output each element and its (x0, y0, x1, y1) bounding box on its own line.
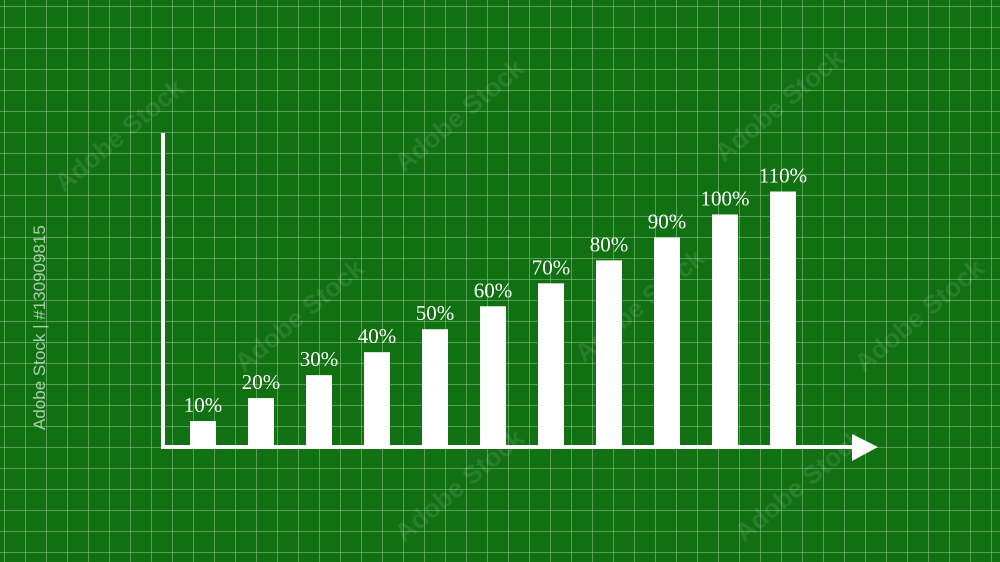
bar-8 (596, 260, 622, 446)
data-label: 10% (184, 393, 223, 417)
bar-3 (306, 375, 332, 446)
data-label: 40% (358, 324, 397, 348)
data-label: 30% (300, 347, 339, 371)
bar-2 (248, 398, 274, 446)
bar-10 (712, 214, 738, 446)
bar-9 (654, 237, 680, 446)
data-label: 110% (759, 164, 807, 188)
data-label: 100% (701, 186, 750, 210)
bar-5 (422, 329, 448, 446)
bar-4 (364, 352, 390, 446)
data-label: 70% (532, 255, 571, 279)
bar-1 (190, 421, 216, 446)
bar-7 (538, 283, 564, 446)
bar-11 (770, 191, 796, 446)
bar-6 (480, 306, 506, 446)
data-label: 90% (648, 209, 687, 233)
x-axis-arrow-icon (852, 434, 878, 461)
data-label: 60% (474, 278, 513, 302)
data-label: 80% (590, 232, 629, 256)
data-label: 20% (242, 370, 281, 394)
data-label: 50% (416, 301, 455, 325)
